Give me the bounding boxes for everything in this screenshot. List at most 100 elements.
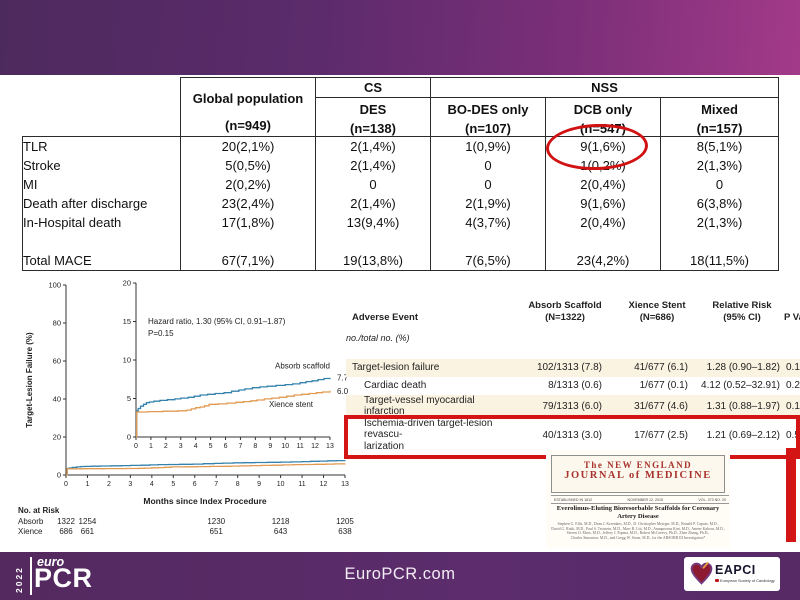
europcr-logo-euro: euro <box>37 555 65 569</box>
nejm-masthead-line1: The NEW ENGLAND <box>583 460 693 470</box>
nejm-masthead-line2: JOURNAL of MEDICINE <box>564 470 712 481</box>
svg-text:6.0: 6.0 <box>337 387 349 396</box>
xience-value: 31/677 (4.6) <box>634 400 688 412</box>
inset-curve-absorb <box>136 377 331 438</box>
outcomes-row-label <box>22 232 181 251</box>
svg-text:11: 11 <box>298 481 305 488</box>
outcomes-value-cell: 1(0,2%) <box>545 156 661 175</box>
svg-text:1230: 1230 <box>207 517 225 526</box>
eapci-subtitle: European Society of Cardiology <box>715 578 775 583</box>
outcomes-value-cell: 18(11,5%) <box>659 251 780 271</box>
svg-text:Absorb: Absorb <box>18 517 44 526</box>
adverse-events-header-row: Adverse Event Absorb Scaffold (N=1322) X… <box>346 300 800 327</box>
svg-text:4: 4 <box>194 443 198 450</box>
nejm-masthead: The NEW ENGLAND JOURNAL of MEDICINE <box>551 455 725 493</box>
outcomes-row: Total MACE 67(7,1%) 19(13,8%) 7(6,5%) 23(4,2… <box>22 251 780 271</box>
svg-text:Months since Index Procedure: Months since Index Procedure <box>143 496 267 506</box>
p-value: 0.5 <box>786 429 800 441</box>
svg-text:20: 20 <box>123 279 131 288</box>
svg-text:1254: 1254 <box>79 517 97 526</box>
svg-text:3: 3 <box>179 443 183 450</box>
nejm-established: ESTABLISHED IN 1812 <box>554 497 593 502</box>
event-name: Cardiac death <box>364 380 427 391</box>
main-curve-xience <box>66 463 346 476</box>
nejm-volume: VOL. 373 NO. 20 <box>698 497 726 502</box>
svg-text:11: 11 <box>296 443 303 450</box>
header-p-value: P Va <box>784 311 800 323</box>
adverse-event-row: Cardiac death 8/1313 (0.6) 1/677 (0.1) 4.12… <box>346 377 800 395</box>
eapci-heart-icon <box>690 561 713 585</box>
outcomes-row: In-Hospital death 17(1,8%) 13(9,4%) 4(3,7%)… <box>22 213 780 232</box>
header-relative-risk: Relative Risk (95% CI) <box>712 300 772 323</box>
absorb-value: 8/1313 (0.6) <box>548 380 602 392</box>
svg-text:651: 651 <box>210 527 224 536</box>
outcomes-value-cell: 23(2,4%) <box>180 194 316 213</box>
outcomes-value-cell <box>545 232 661 251</box>
svg-text:13: 13 <box>326 443 334 450</box>
adverse-event-row: Ischemia-driven target-lesion revascu- l… <box>346 418 800 453</box>
svg-text:60: 60 <box>53 357 61 366</box>
svg-text:3: 3 <box>128 481 132 488</box>
col-n-dcb: (n=547) <box>545 120 661 138</box>
event-name: Ischemia-driven target-lesion revascu- l… <box>364 417 493 452</box>
group-header-cs: CS <box>315 76 431 99</box>
svg-text:1205: 1205 <box>336 517 354 526</box>
relative-risk-value: 4.12 (0.52–32.91) <box>701 380 780 392</box>
svg-text:2: 2 <box>164 443 168 450</box>
outcomes-value-cell <box>430 232 546 251</box>
col-n-bodes: (n=107) <box>430 120 546 138</box>
svg-text:6: 6 <box>224 443 228 450</box>
svg-text:0: 0 <box>134 443 138 450</box>
col-header-global: Global population (n=949) <box>180 77 316 137</box>
outcomes-value-cell: 8(5,1%) <box>659 136 780 156</box>
svg-text:80: 80 <box>53 319 61 328</box>
absorb-value: 102/1313 (7.8) <box>536 362 602 374</box>
outcomes-value-cell: 4(3,7%) <box>430 213 546 232</box>
outcomes-value-cell: 2(1,3%) <box>659 156 780 175</box>
outcomes-value-cell: 2(0,4%) <box>545 175 661 194</box>
relative-risk-value: 1.28 (0.90–1.82) <box>706 362 780 374</box>
svg-text:12: 12 <box>311 443 319 450</box>
outcomes-row: Stroke 5(0,5%) 2(1,4%) 0 1(0,2%) 2(1,3%) <box>22 156 780 175</box>
outcomes-value-cell: 0 <box>659 175 780 194</box>
outcomes-row: MI 2(0,2%) 0 0 2(0,4%) 0 <box>22 175 780 194</box>
col-header-dcb: DCB only <box>545 97 661 121</box>
subheader-units: no./total no. (%) <box>346 332 410 343</box>
header-absorb-scaffold: Absorb Scaffold (N=1322) <box>528 300 602 323</box>
svg-text:1322: 1322 <box>57 517 75 526</box>
svg-text:40: 40 <box>53 395 61 404</box>
svg-text:0: 0 <box>127 433 131 442</box>
nejm-date: NOVEMBER 12, 2015 <box>627 497 664 502</box>
global-population-label: Global population <box>192 91 304 106</box>
svg-text:0: 0 <box>64 481 68 488</box>
svg-text:5: 5 <box>171 481 175 488</box>
inset-curve-xience <box>136 390 331 438</box>
outcomes-value-cell: 2(0,4%) <box>545 213 661 232</box>
xience-value: 1/677 (0.1) <box>639 380 688 392</box>
outcomes-value-cell: 9(1,6%) <box>545 194 661 213</box>
outcomes-value-cell: 5(0,5%) <box>180 156 316 175</box>
svg-text:13: 13 <box>341 481 349 488</box>
xience-value: 41/677 (6.1) <box>634 362 688 374</box>
svg-text:638: 638 <box>338 527 352 536</box>
outcomes-value-cell: 2(1,3%) <box>659 213 780 232</box>
svg-text:9: 9 <box>268 443 272 450</box>
col-n-mixed: (n=157) <box>659 120 780 138</box>
outcomes-value-cell: 0 <box>430 156 546 175</box>
outcomes-row: TLR 20(2,1%) 2(1,4%) 1(0,9%) 9(1,6%) 8(5,1%) <box>22 136 780 156</box>
outcomes-value-cell: 19(13,8%) <box>315 251 431 271</box>
svg-text:100: 100 <box>48 281 61 290</box>
svg-text:1: 1 <box>86 481 90 488</box>
red-annotation-strip <box>786 448 796 542</box>
svg-text:No. at Risk: No. at Risk <box>18 506 60 515</box>
header-xience-stent: Xience Stent (N=686) <box>628 300 686 323</box>
svg-text:Xience: Xience <box>18 527 43 536</box>
bottom-purple-band <box>0 552 800 600</box>
outcomes-value-cell: 2(1,4%) <box>315 194 431 213</box>
svg-text:10: 10 <box>277 481 285 488</box>
nejm-article-title: Everolimus-Eluting Bioresorbable Scaffol… <box>556 505 720 521</box>
p-value: 0.1 <box>786 362 800 374</box>
global-population-n: (n=949) <box>225 118 271 133</box>
